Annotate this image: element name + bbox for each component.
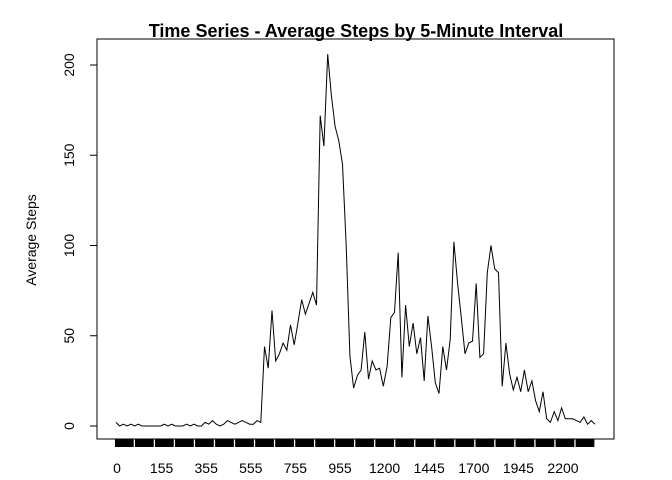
x-tick-label: 355: [195, 460, 219, 476]
x-axis: 0 155 355 555 755 955 1200 1445 1700 1945 2200: [113, 438, 595, 476]
plot-frame: [96, 38, 615, 440]
y-tick-label: 100: [61, 234, 77, 258]
y-axis-label: Average Steps: [23, 194, 39, 286]
y-tick-label: 0: [61, 422, 77, 430]
y-tick-label: 150: [61, 143, 77, 167]
series-line: [115, 54, 596, 427]
x-tick-label: 155: [150, 460, 174, 476]
x-tick-label: 755: [284, 460, 308, 476]
x-tick-label: 2200: [547, 460, 578, 476]
x-tick-label: 555: [239, 460, 263, 476]
x-tick-label: 1700: [458, 460, 489, 476]
x-tick-label: 1445: [414, 460, 445, 476]
x-tick-label: 1200: [369, 460, 400, 476]
chart-title: Time Series - Average Steps by 5-Minute …: [149, 21, 563, 41]
y-axis: 0 50 100 150 200: [61, 53, 98, 430]
x-tick-label: 0: [113, 460, 121, 476]
y-tick-label: 50: [61, 328, 77, 344]
x-tick-label: 1945: [503, 460, 534, 476]
x-tick-label: 955: [328, 460, 352, 476]
y-tick-label: 200: [61, 53, 77, 77]
